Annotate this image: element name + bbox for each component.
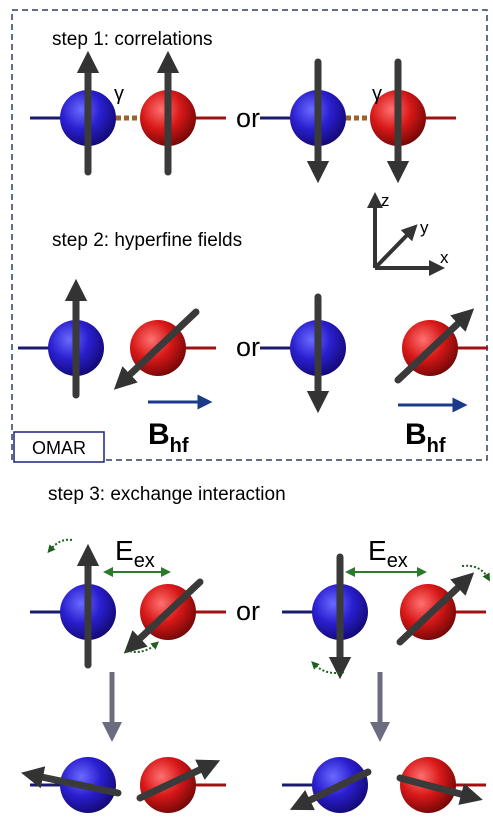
step-title: step 3: exchange interaction (48, 484, 286, 505)
energy-label: Eex (368, 535, 408, 572)
symbol: B (148, 418, 170, 451)
spin (394, 308, 475, 384)
symbol: B (405, 418, 427, 451)
coupling-label: γ (114, 83, 124, 105)
separator: or (236, 103, 260, 133)
spin (123, 578, 204, 654)
separator: or (236, 596, 260, 626)
subscript: ex (134, 550, 155, 572)
spin (21, 766, 122, 797)
precession (461, 564, 490, 582)
axis (373, 224, 418, 270)
subscript: hf (427, 435, 446, 457)
axis-label: z (381, 191, 390, 210)
symbol: E (115, 535, 134, 566)
precession (125, 641, 160, 653)
dashed-frame (11, 9, 488, 461)
spin (113, 308, 200, 390)
badge: OMAR (32, 438, 86, 458)
spin (289, 768, 372, 811)
axis-label: y (420, 218, 429, 237)
axis-label: x (440, 248, 449, 267)
step-title: step 2: hyperfine fields (52, 230, 242, 251)
spin (136, 759, 221, 802)
coupling-label: γ (372, 83, 382, 105)
precession (47, 538, 73, 554)
spin (396, 774, 483, 805)
field-label: Bhf (405, 418, 446, 457)
field-label: Bhf (148, 418, 189, 457)
step-title: step 1: correlations (52, 29, 213, 50)
energy-label: Eex (115, 535, 155, 572)
spin (396, 572, 475, 646)
subscript: hf (170, 435, 189, 457)
precession (311, 661, 345, 674)
shapes (18, 50, 490, 813)
badge-box (13, 431, 105, 463)
symbol: E (368, 535, 387, 566)
subscript: ex (387, 550, 408, 572)
separator: or (236, 332, 260, 362)
